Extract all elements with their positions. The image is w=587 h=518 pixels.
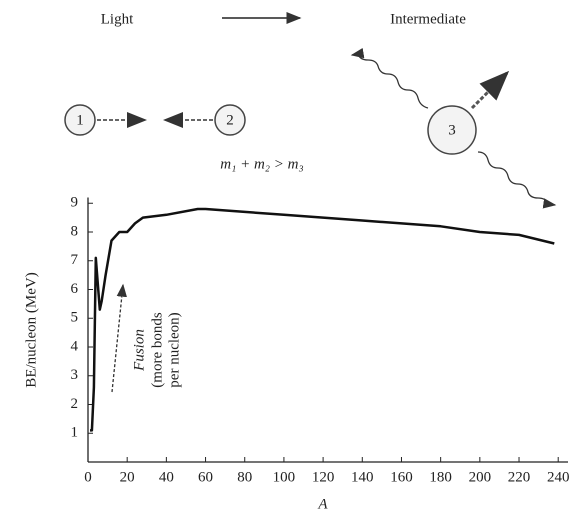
- x-axis-label: A: [317, 496, 328, 512]
- y-tick-label: 2: [71, 396, 79, 412]
- fusion-arrow: [111, 283, 127, 393]
- y-tick-label: 8: [71, 223, 79, 239]
- x-tick-label: 140: [351, 469, 374, 485]
- x-tick-label: 120: [312, 469, 335, 485]
- x-tick-label: 80: [237, 469, 252, 485]
- photon: [350, 47, 429, 109]
- curve: [90, 207, 555, 432]
- x-tick-label: 100: [273, 469, 296, 485]
- x-tick-label: 20: [120, 469, 135, 485]
- y-tick-label: 1: [71, 425, 79, 441]
- nucleus: [427, 105, 477, 155]
- nucleus-label: 2: [226, 112, 234, 128]
- light-label: Light: [101, 11, 134, 27]
- annotation: per nucleon): [166, 312, 182, 387]
- x-tick-label: 200: [469, 469, 492, 485]
- annotation: (more bonds: [149, 312, 165, 388]
- arrow: [470, 70, 510, 110]
- equation: m₁ + m₂ > m₃: [220, 156, 303, 172]
- x-tick-label: 180: [429, 469, 452, 485]
- y-tick-label: 3: [71, 367, 79, 383]
- y-tick-label: 9: [71, 195, 79, 211]
- nucleus: [214, 104, 246, 136]
- intermediate-label: Intermediate: [390, 11, 466, 27]
- nucleus-label: 3: [448, 122, 456, 138]
- photon: [477, 151, 557, 209]
- y-tick-label: 7: [71, 252, 79, 268]
- x-tick-label: 60: [198, 469, 213, 485]
- chart: BE/nucleon (MeV) A Fusion (more bonds pe…: [23, 195, 569, 513]
- x-tick-label: 160: [390, 469, 413, 485]
- y-axis-label: BE/nucleon (MeV): [23, 272, 39, 387]
- diagram: Light Intermediate 1 2 m₁ + m₂ > m₃ 3: [64, 11, 557, 209]
- annotation: Fusion: [131, 329, 147, 372]
- x-tick-label: 0: [84, 469, 92, 485]
- nucleus-label: 1: [76, 112, 84, 128]
- y-tick-label: 4: [71, 338, 79, 354]
- x-tick-label: 220: [508, 469, 531, 485]
- nucleus: [64, 104, 96, 136]
- x-tick-label: 40: [159, 469, 174, 485]
- x-tick-label: 240: [547, 469, 570, 485]
- y-tick-label: 5: [71, 310, 79, 326]
- y-tick-label: 6: [71, 281, 79, 297]
